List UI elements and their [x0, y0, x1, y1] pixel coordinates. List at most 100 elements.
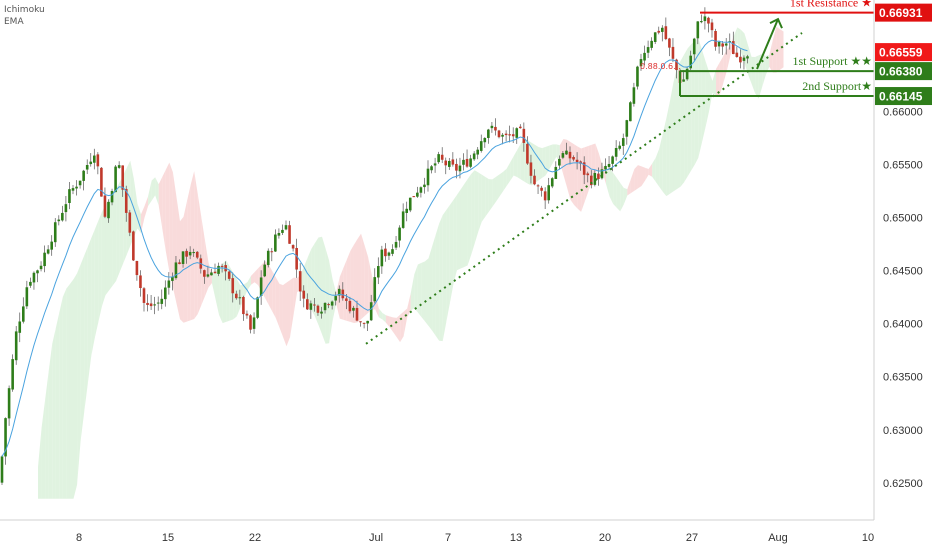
cloud-segment — [655, 148, 660, 187]
candle-body — [39, 265, 43, 270]
cloud-segment — [662, 118, 667, 197]
candle-body — [650, 40, 653, 48]
price-tag-support-2-bg — [875, 87, 932, 106]
candle-body — [352, 307, 355, 311]
time-tick-2: 22 — [249, 532, 261, 544]
time-tick-7: 27 — [686, 532, 698, 544]
cloud-segment — [282, 282, 287, 347]
candle-body — [82, 170, 85, 181]
candle-body — [646, 47, 650, 53]
candle-body — [96, 154, 100, 167]
candle-body — [384, 248, 387, 257]
candle-body — [550, 178, 554, 187]
candle-body — [373, 277, 377, 302]
candle-body — [22, 306, 25, 322]
cloud-segment — [155, 177, 159, 206]
candle-body — [568, 151, 572, 159]
candle-body — [703, 16, 707, 22]
candle-body — [746, 56, 749, 59]
cloud-segment — [272, 271, 276, 319]
candle-body — [494, 126, 497, 131]
cloud-segment — [389, 316, 393, 332]
candle-body — [231, 278, 235, 294]
time-tick-8: Aug — [768, 532, 788, 544]
ichimoku-cloud — [38, 26, 784, 499]
cloud-segment — [772, 26, 777, 73]
candle-body — [132, 231, 135, 261]
cloud-segment — [481, 174, 486, 222]
cloud-segment — [598, 153, 603, 173]
candle-body — [735, 52, 739, 58]
time-tick-0: 8 — [76, 532, 82, 544]
price-tags: 0.66931 0.66559 0.66380 0.66145 — [875, 3, 932, 106]
candle-body — [636, 66, 639, 87]
candle-body — [75, 186, 78, 189]
cloud-segment — [165, 162, 170, 272]
candle-body — [692, 38, 696, 55]
candle-body — [121, 165, 124, 190]
candle-body — [323, 302, 327, 311]
cloud-segment — [428, 246, 433, 331]
cloud-segment — [517, 143, 521, 180]
candle-body — [575, 159, 579, 163]
cloud-segment — [549, 144, 553, 170]
candle-body — [341, 289, 345, 299]
candle-body — [632, 87, 636, 104]
candle-body — [195, 251, 199, 258]
cloud-segment — [691, 40, 695, 171]
candle-body — [107, 201, 110, 219]
candle-body — [89, 161, 93, 165]
cloud-segment — [169, 162, 173, 288]
time-tick-9: 10 — [862, 532, 874, 544]
candlestick-series — [0, 7, 749, 485]
level-label-0: 1st Resistance ★ — [790, 0, 872, 10]
cloud-segment — [148, 180, 152, 207]
time-axis: 8 15 22 Jul 7 13 20 27 Aug 10 — [76, 532, 874, 544]
cloud-segment — [375, 293, 379, 318]
cloud-segment — [290, 277, 294, 338]
candle-body — [479, 141, 483, 151]
candle-body — [377, 266, 380, 278]
candle-body — [433, 163, 437, 166]
candle-body — [625, 120, 629, 137]
candle-body — [668, 38, 671, 48]
candle-body — [188, 251, 192, 256]
candle-body — [213, 271, 217, 274]
candle-body — [682, 79, 685, 82]
cloud-segment — [69, 279, 74, 499]
candle-body — [156, 302, 160, 304]
candle-body — [497, 130, 501, 138]
cloud-segment — [38, 428, 42, 499]
cloud-segment — [634, 165, 638, 191]
candle-body — [533, 175, 536, 185]
candle-body — [220, 265, 224, 267]
cloud-segment — [744, 33, 748, 75]
candle-body — [185, 250, 188, 257]
cloud-segment — [378, 308, 383, 320]
cloud-segment — [393, 317, 397, 338]
cloud-segment — [52, 328, 56, 499]
candle-body — [437, 154, 440, 163]
candle-body — [423, 184, 426, 188]
candle-body — [416, 192, 419, 197]
candle-body — [508, 134, 511, 136]
cloud-segment — [197, 193, 202, 315]
candle-body — [600, 169, 604, 179]
time-tick-3: Jul — [369, 532, 383, 544]
cloud-segment — [140, 206, 145, 234]
candle-body — [501, 134, 504, 137]
candle-body — [71, 188, 75, 191]
price-tick-4: 0.64500 — [883, 266, 923, 278]
candle-body — [590, 175, 593, 186]
projection-arrow — [756, 17, 783, 70]
cloud-segment — [204, 239, 209, 297]
ascending-trendline — [365, 32, 803, 345]
cloud-segment — [492, 176, 496, 207]
candle-body — [685, 68, 689, 80]
candle-body — [153, 304, 156, 306]
cloud-segment — [613, 172, 617, 208]
candle-body — [25, 287, 29, 307]
cloud-segment — [59, 296, 63, 499]
level-label-2: 2nd Support★ — [802, 79, 872, 93]
